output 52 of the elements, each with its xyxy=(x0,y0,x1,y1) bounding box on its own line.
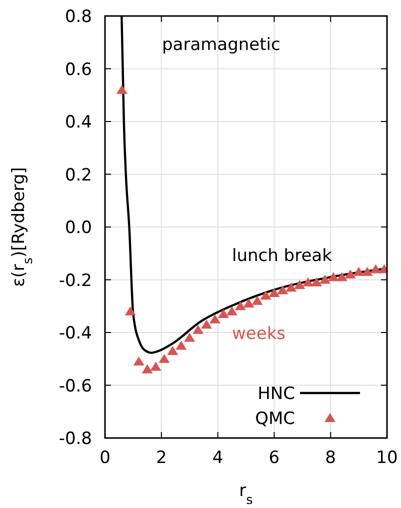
point xyxy=(286,282,297,292)
annotation: lunch break xyxy=(232,246,332,266)
annotation: paramagnetic xyxy=(162,35,280,55)
point xyxy=(218,309,229,318)
y-tick-label: -0.4 xyxy=(58,324,92,344)
point xyxy=(201,320,212,329)
y-tick-label: -0.8 xyxy=(58,429,92,449)
point xyxy=(142,364,153,374)
point xyxy=(328,272,339,282)
x-tick-label: 10 xyxy=(376,448,398,468)
point xyxy=(133,356,144,366)
legend-label: HNC xyxy=(258,384,295,404)
point xyxy=(311,277,322,286)
point xyxy=(124,306,136,316)
x-tick-label: 4 xyxy=(212,448,224,468)
y-tick-label: -0.2 xyxy=(58,270,92,291)
x-axis-title: r$_{s}$ xyxy=(239,481,254,508)
point xyxy=(158,354,170,363)
point xyxy=(184,332,196,342)
point xyxy=(336,272,348,282)
point xyxy=(344,269,356,278)
point xyxy=(302,277,314,286)
x-tick-label: 2 xyxy=(156,448,167,468)
annotation: weeks xyxy=(232,324,286,344)
point xyxy=(362,266,373,276)
point xyxy=(116,84,128,94)
point xyxy=(370,264,382,274)
point xyxy=(234,301,246,310)
y-tick-label: -0.6 xyxy=(58,376,92,396)
point xyxy=(243,298,254,308)
point xyxy=(252,296,263,305)
y-tick-label: 0.4 xyxy=(64,112,92,132)
y-tick-label: 0.8 xyxy=(64,7,92,27)
y-tick-label: 0.0 xyxy=(64,218,92,238)
point xyxy=(209,314,220,324)
point xyxy=(277,285,288,294)
point xyxy=(294,280,306,290)
y-tick-label: 0.2 xyxy=(64,165,92,186)
point xyxy=(176,340,187,350)
point xyxy=(192,324,204,334)
legend-label: QMC xyxy=(255,409,295,429)
x-tick-label: 6 xyxy=(268,448,280,468)
point xyxy=(150,362,162,371)
point xyxy=(260,290,272,300)
point xyxy=(268,288,280,297)
point xyxy=(353,266,364,276)
x-tick-label: 0 xyxy=(100,448,110,468)
point xyxy=(319,274,330,284)
y-tick-label: 0.6 xyxy=(64,60,92,80)
x-tick-label: 8 xyxy=(325,448,336,468)
point xyxy=(167,346,178,355)
point xyxy=(226,306,238,316)
